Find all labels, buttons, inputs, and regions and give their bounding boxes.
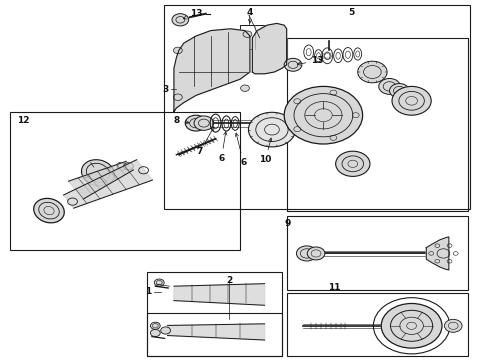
Ellipse shape [81, 160, 115, 186]
Bar [10, 112, 240, 250]
Ellipse shape [34, 198, 64, 223]
Bar [147, 272, 282, 356]
Circle shape [194, 116, 214, 130]
Bar [164, 5, 470, 209]
Text: 9: 9 [285, 219, 292, 228]
Circle shape [241, 85, 249, 91]
Text: 6: 6 [235, 133, 246, 167]
Circle shape [381, 303, 442, 348]
Circle shape [296, 246, 317, 261]
Polygon shape [69, 161, 133, 199]
Text: 2: 2 [226, 276, 232, 284]
Polygon shape [252, 23, 287, 74]
Polygon shape [64, 160, 152, 208]
Circle shape [390, 84, 409, 98]
Polygon shape [174, 284, 265, 305]
Text: 11: 11 [328, 284, 341, 292]
Circle shape [444, 319, 462, 332]
Text: 1: 1 [145, 287, 151, 296]
Text: 4: 4 [246, 8, 253, 23]
Polygon shape [426, 237, 449, 270]
Circle shape [248, 112, 295, 147]
Circle shape [243, 31, 252, 37]
Circle shape [173, 94, 182, 100]
Circle shape [336, 151, 370, 176]
Circle shape [173, 47, 182, 54]
Text: 13: 13 [183, 9, 202, 19]
Bar [287, 293, 468, 356]
Text: 13: 13 [297, 57, 324, 66]
Text: 8: 8 [173, 116, 189, 125]
Text: 7: 7 [196, 127, 214, 156]
Circle shape [307, 247, 325, 260]
Circle shape [172, 14, 189, 26]
Circle shape [284, 58, 302, 71]
Circle shape [358, 61, 387, 83]
Circle shape [185, 115, 207, 131]
Text: 3: 3 [162, 85, 168, 94]
Text: 10: 10 [259, 138, 272, 164]
Circle shape [154, 279, 164, 286]
Text: 6: 6 [219, 132, 227, 163]
Polygon shape [174, 29, 250, 112]
Circle shape [284, 86, 363, 144]
Bar [147, 313, 282, 356]
Circle shape [379, 78, 400, 94]
Circle shape [392, 86, 431, 115]
Circle shape [150, 322, 160, 329]
Bar [287, 216, 468, 290]
Bar [240, 25, 270, 49]
Bar [287, 38, 468, 211]
Polygon shape [168, 324, 265, 340]
Circle shape [161, 327, 171, 334]
Text: 5: 5 [349, 8, 355, 17]
Circle shape [150, 329, 160, 337]
Text: 12: 12 [17, 116, 30, 125]
